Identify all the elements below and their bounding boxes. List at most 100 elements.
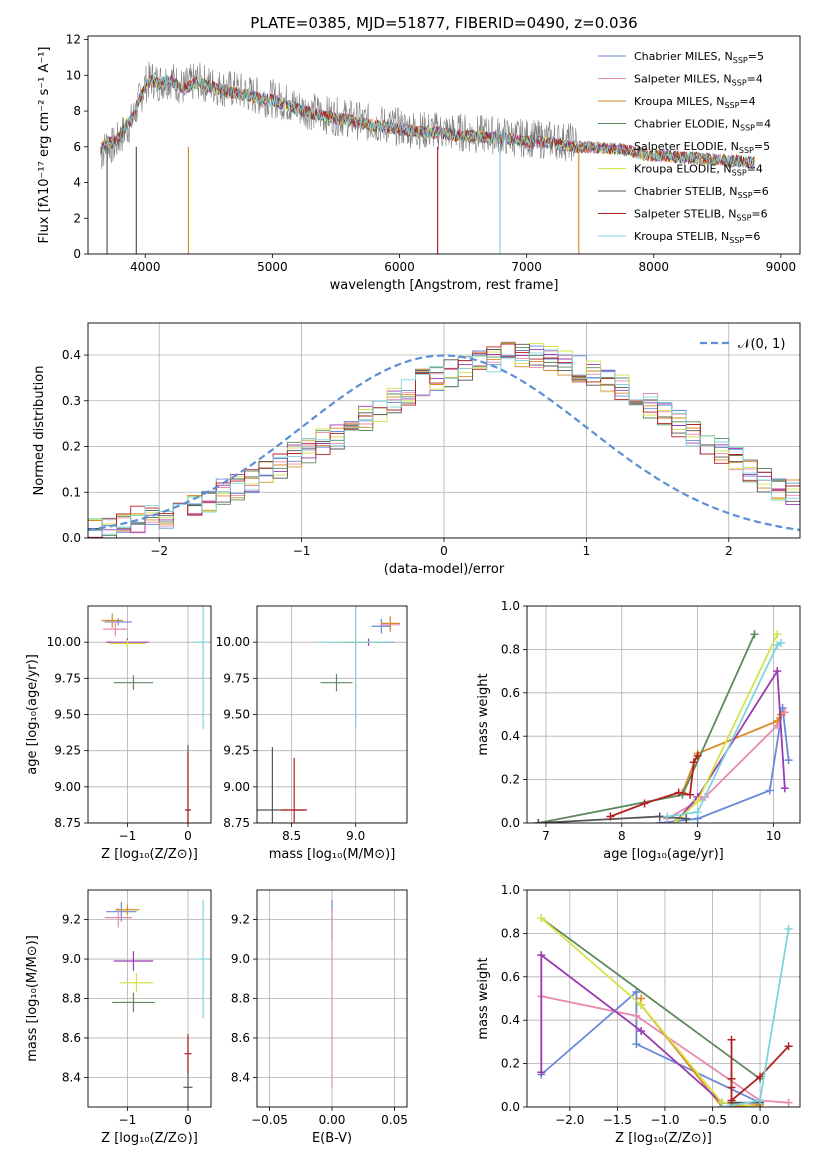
legend-entry: Salpeter ELODIE, NSSP=5: [634, 140, 770, 155]
plot-area: [257, 890, 407, 1107]
legend-entry: Chabrier STELIB, NSSP=6: [634, 185, 769, 200]
panel-residual-histogram: −2 −1 0 1 2 0.0 0.1 0.2 0.3 0.4 (data-model)/error…: [32, 322, 801, 577]
y-tick-label: 12: [66, 33, 81, 47]
y-tick-label: 9.50: [54, 708, 81, 722]
legend-entry-suffix: =4: [739, 95, 755, 108]
y-tick-label: 8.8: [231, 992, 250, 1006]
y-tick-label: 0.2: [62, 440, 81, 454]
y-tick-label: 0.4: [62, 348, 81, 362]
weight-series-line: [540, 953, 761, 1107]
weight-point-marker: [537, 1068, 546, 1077]
legend-entry: Chabrier MILES, NSSP=5: [634, 50, 764, 65]
x-tick-label: 2: [725, 544, 733, 558]
axes-frame: [526, 605, 801, 824]
histogram-series: [88, 351, 800, 538]
weight-point-marker: [637, 1001, 646, 1010]
x-tick-label: 0: [184, 1113, 192, 1127]
x-tick-label: −1: [293, 544, 311, 558]
legend-entry-suffix: =4: [747, 163, 763, 176]
y-tick-label: 8.4: [231, 1070, 250, 1084]
weight-point-marker: [640, 799, 649, 808]
legend-entry-text: Chabrier STELIB, N: [634, 185, 738, 198]
y-tick-label: 10.00: [47, 635, 81, 649]
legend-entry-sub: SSP: [736, 214, 751, 223]
legend-entry-text: Kroupa ELODIE, N: [634, 163, 732, 176]
y-tick-label: 9.25: [54, 744, 81, 758]
x-axis-label: Z [log₁₀(Z/Z⊙)]: [101, 847, 198, 862]
y-tick-label: 8.75: [223, 816, 250, 830]
y-axis-label: Normed distribution: [32, 366, 47, 496]
weight-point-marker: [780, 784, 789, 793]
weight-series-line: [540, 917, 761, 1107]
y-tick-label: 0.6: [501, 970, 520, 984]
y-tick-label: 0.2: [501, 773, 520, 787]
weight-point-marker: [632, 1011, 641, 1020]
weight-point-marker: [784, 925, 793, 934]
y-axis-label: mass weight: [476, 673, 491, 755]
panel-spectrum: 4000 5000 6000 7000 8000 9000 0 2 4 6 8 10 12 wavelen…: [37, 14, 801, 293]
y-tick-label: 0.0: [501, 1100, 520, 1114]
weight-point-marker: [674, 788, 683, 797]
legend-entry: Kroupa MILES, NSSP=4: [634, 95, 756, 110]
y-axis-label: mass [log₁₀(M/M⊙)]: [25, 935, 40, 1062]
y-tick-label: 0.8: [501, 642, 520, 656]
histogram-series: [88, 349, 800, 535]
y-tick-label: 0.3: [62, 394, 81, 408]
weight-series-line: [674, 668, 786, 823]
y-axis-label: age [log₁₀(age/yr)]: [25, 654, 40, 775]
legend-entry-suffix: =6: [753, 185, 769, 198]
weight-series-line: [540, 917, 761, 1080]
weight-point-marker: [682, 814, 691, 823]
weight-point-marker: [689, 758, 698, 767]
weight-series-line: [667, 642, 782, 818]
y-tick-label: 8: [73, 104, 81, 118]
weight-point-marker: [750, 630, 759, 639]
legend-entry-sub: SSP: [729, 236, 744, 245]
weight-point-marker: [718, 1103, 726, 1107]
y-tick-label: 9.00: [54, 780, 81, 794]
weight-point-marker: [765, 786, 774, 795]
y-axis-label: Flux [fλ10⁻¹⁷ erg cm⁻² s⁻¹ A⁻¹]: [37, 47, 52, 244]
x-axis-label: E(B-V): [312, 1131, 352, 1146]
x-tick-label: 6000: [384, 260, 415, 274]
x-axis-label: Z [log₁₀(Z/Z⊙)]: [101, 1131, 198, 1146]
model-spectrum-line: [100, 75, 755, 169]
x-axis-label: (data-model)/error: [384, 562, 505, 577]
legend-entry-sub: SSP: [738, 191, 753, 200]
x-tick-label: 9: [694, 829, 702, 843]
panel-weight-vs-age: 7 8 9 10 0.0 0.2 0.4 0.6 0.8 1.0 age [log₁₀(age/yr…: [476, 599, 801, 862]
y-tick-label: 0.4: [501, 1013, 520, 1027]
legend-entry-sub: SSP: [732, 79, 747, 88]
legend-entry-text: Chabrier ELODIE, N: [634, 118, 740, 131]
y-tick-label: 4: [73, 176, 81, 190]
x-tick-label: 0.05: [381, 1113, 408, 1127]
weight-point-marker: [537, 914, 546, 923]
x-tick-label: 8000: [639, 260, 670, 274]
x-tick-label: 9000: [766, 260, 797, 274]
y-tick-label: 9.75: [54, 671, 81, 685]
y-tick-label: 0.0: [501, 816, 520, 830]
y-tick-label: 9.25: [223, 744, 250, 758]
x-tick-label: −0.05: [251, 1113, 288, 1127]
y-tick-label: 10.00: [216, 635, 250, 649]
x-tick-label: 0: [184, 829, 192, 843]
x-tick-label: 8.5: [282, 829, 301, 843]
weight-point-marker: [756, 1072, 765, 1081]
weight-point-marker: [670, 819, 679, 823]
axes-frame: [526, 889, 801, 1108]
legend-entry-text: Kroupa STELIB, N: [634, 230, 729, 243]
y-tick-label: 9.2: [62, 913, 81, 927]
weight-point-marker: [693, 751, 702, 760]
weight-point-marker: [663, 812, 672, 821]
histogram-series: [88, 341, 800, 538]
legend-entry: Kroupa STELIB, NSSP=6: [634, 230, 760, 245]
legend-entry-sub: SSP: [740, 124, 755, 133]
x-tick-label: 10: [766, 829, 781, 843]
histogram-series: [88, 343, 800, 529]
weight-point-marker: [534, 819, 543, 823]
y-axis-label: mass weight: [476, 957, 491, 1039]
y-tick-label: 1.0: [501, 599, 520, 613]
weight-point-marker: [632, 1040, 641, 1049]
plot-area: [257, 606, 407, 823]
